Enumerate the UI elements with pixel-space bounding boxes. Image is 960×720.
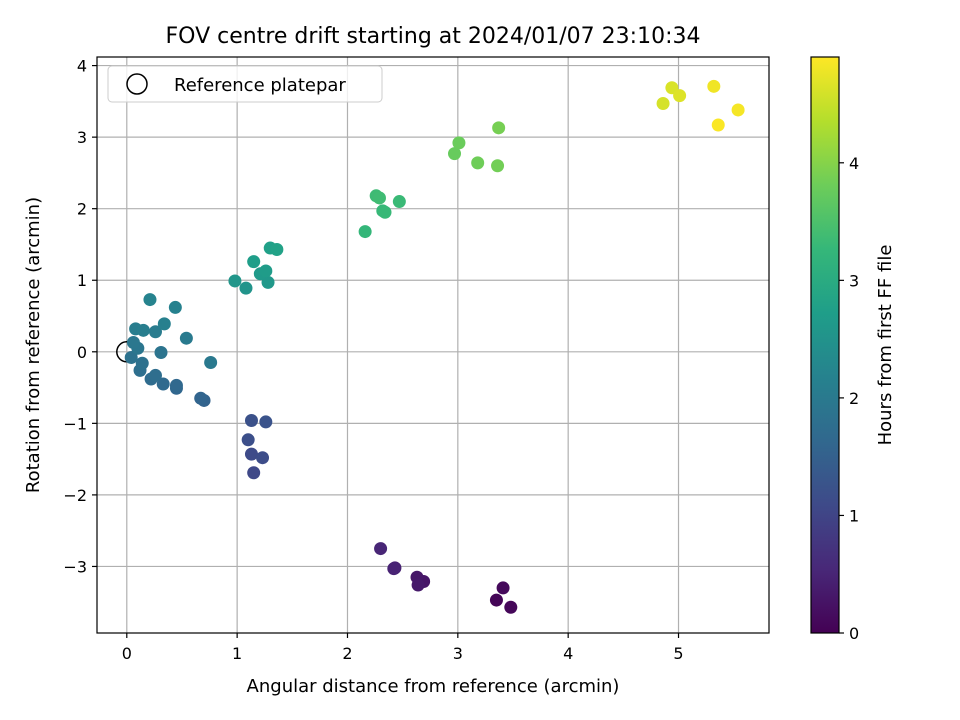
data-point bbox=[491, 159, 505, 173]
colorbar-tick-label: 1 bbox=[849, 506, 859, 525]
plot-frame bbox=[96, 56, 770, 634]
x-tick-label: 4 bbox=[563, 644, 573, 663]
scatter-points bbox=[116, 79, 745, 614]
data-point bbox=[452, 136, 466, 150]
data-point bbox=[239, 281, 253, 295]
y-tick-label: −1 bbox=[63, 414, 87, 433]
data-point bbox=[372, 191, 386, 205]
data-point bbox=[448, 147, 462, 161]
data-point bbox=[247, 255, 261, 269]
x-axis-label: Angular distance from reference (arcmin) bbox=[247, 676, 620, 697]
y-tick-label: 4 bbox=[77, 57, 87, 76]
data-point bbox=[148, 325, 162, 339]
data-point bbox=[126, 335, 140, 349]
data-point bbox=[387, 562, 401, 576]
data-point bbox=[247, 466, 261, 480]
data-point bbox=[378, 205, 392, 219]
colorbar-tick-label: 3 bbox=[849, 271, 859, 290]
data-point bbox=[259, 264, 273, 278]
data-point bbox=[143, 293, 157, 307]
colorbar-tick-label: 0 bbox=[849, 624, 859, 643]
y-axis-label: Rotation from reference (arcmin) bbox=[23, 197, 44, 493]
data-point bbox=[392, 195, 406, 209]
data-point bbox=[179, 331, 193, 345]
y-tick-label: 1 bbox=[77, 271, 87, 290]
x-tick-label: 5 bbox=[673, 644, 683, 663]
data-point bbox=[504, 600, 518, 614]
y-ticks: −3 −2 −1 0 1 2 3 4 bbox=[63, 57, 97, 576]
y-tick-label: −2 bbox=[63, 486, 87, 505]
x-tick-label: 3 bbox=[453, 644, 463, 663]
grid bbox=[97, 57, 769, 633]
legend-box bbox=[107, 65, 383, 103]
data-point bbox=[261, 275, 275, 289]
data-point bbox=[711, 118, 725, 132]
data-point bbox=[168, 300, 182, 314]
data-point bbox=[656, 97, 670, 111]
data-point bbox=[496, 581, 510, 595]
data-point bbox=[411, 578, 425, 592]
data-point bbox=[374, 542, 388, 556]
data-point bbox=[154, 346, 168, 360]
data-point bbox=[124, 351, 138, 365]
data-point bbox=[256, 451, 270, 465]
x-tick-label: 2 bbox=[342, 644, 352, 663]
colorbar-tick-label: 2 bbox=[849, 389, 859, 408]
data-point bbox=[244, 413, 258, 427]
y-tick-label: 2 bbox=[77, 200, 87, 219]
data-point bbox=[707, 79, 721, 93]
data-point bbox=[157, 317, 171, 331]
colorbar-ticks: 0 1 2 3 4 bbox=[839, 154, 859, 643]
colorbar: 0 1 2 3 4 Hours from first FF file bbox=[810, 56, 896, 643]
data-point bbox=[471, 156, 485, 170]
data-point bbox=[169, 378, 183, 392]
legend-label: Reference platepar bbox=[174, 75, 346, 96]
data-point bbox=[731, 103, 745, 117]
chart-title: FOV centre drift starting at 2024/01/07 … bbox=[166, 24, 701, 49]
data-point bbox=[673, 89, 687, 103]
y-tick-label: 3 bbox=[77, 128, 87, 147]
data-point bbox=[204, 356, 218, 370]
colorbar-label: Hours from first FF file bbox=[875, 245, 896, 446]
data-point bbox=[135, 356, 149, 370]
data-point bbox=[194, 391, 208, 405]
data-point bbox=[136, 323, 150, 337]
data-point bbox=[244, 447, 258, 461]
colorbar-gradient bbox=[810, 56, 840, 634]
x-tick-label: 1 bbox=[232, 644, 242, 663]
x-ticks: 0 1 2 3 4 5 bbox=[122, 633, 684, 663]
data-point bbox=[489, 593, 503, 607]
data-point bbox=[358, 225, 372, 239]
legend: Reference platepar bbox=[107, 65, 383, 103]
data-point bbox=[259, 415, 273, 429]
x-tick-label: 0 bbox=[122, 644, 132, 663]
legend-marker-icon bbox=[126, 73, 148, 95]
y-tick-label: 0 bbox=[77, 343, 87, 362]
data-point bbox=[148, 368, 162, 382]
data-point bbox=[241, 433, 255, 447]
y-tick-label: −3 bbox=[63, 557, 87, 576]
data-point bbox=[492, 121, 506, 135]
data-point bbox=[228, 274, 242, 288]
colorbar-tick-label: 4 bbox=[849, 154, 859, 173]
data-point bbox=[270, 242, 284, 256]
data-point bbox=[156, 377, 170, 391]
